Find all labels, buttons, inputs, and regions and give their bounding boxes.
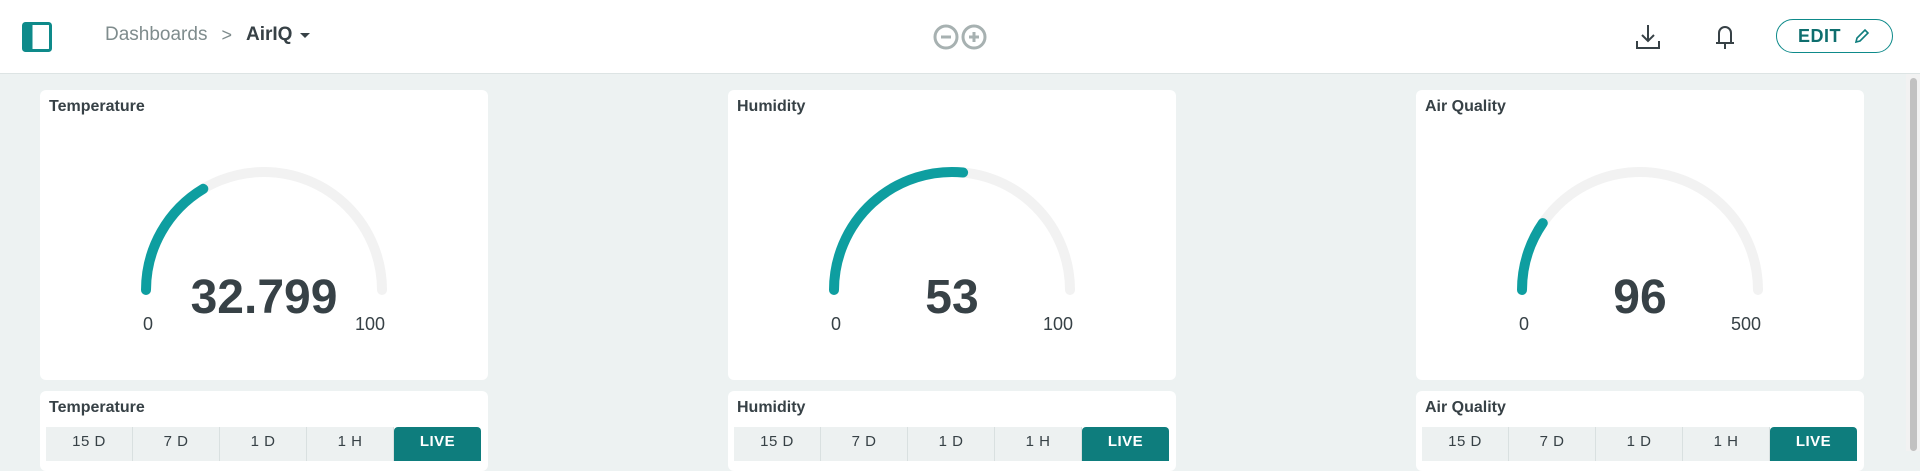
chart-card-air-quality: Air Quality 15 D 7 D 1 D 1 H LIVE — [1416, 391, 1864, 471]
tab-1d[interactable]: 1 D — [220, 427, 307, 461]
tab-1d[interactable]: 1 D — [908, 427, 995, 461]
gauge-value: 32.799 — [190, 271, 338, 324]
breadcrumb-separator: > — [221, 24, 232, 45]
edit-button-label: EDIT — [1797, 25, 1841, 46]
edit-button[interactable]: EDIT — [1776, 19, 1893, 53]
tab-1h[interactable]: 1 H — [307, 427, 394, 461]
gauge-card-temperature: Temperature 32.799 0 100 — [40, 90, 488, 380]
tab-15d[interactable]: 15 D — [734, 427, 821, 461]
gauge-min-label: 0 — [1519, 314, 1530, 334]
chart-card-humidity: Humidity 15 D 7 D 1 D 1 H LIVE — [728, 391, 1176, 471]
sidebar-toggle-icon[interactable] — [22, 22, 52, 52]
gauge-max-label: 100 — [355, 314, 386, 334]
breadcrumb-dashboards-link[interactable]: Dashboards — [105, 24, 208, 45]
tab-live[interactable]: LIVE — [1770, 427, 1857, 461]
pencil-icon — [1854, 28, 1870, 44]
gauge-title: Humidity — [737, 98, 806, 115]
tab-1h[interactable]: 1 H — [995, 427, 1082, 461]
gauge-min-label: 0 — [143, 314, 154, 334]
download-icon[interactable] — [1633, 22, 1663, 52]
chart-title: Temperature — [49, 399, 145, 416]
time-range-tabs: 15 D 7 D 1 D 1 H LIVE — [1422, 427, 1857, 461]
tab-15d[interactable]: 15 D — [1422, 427, 1509, 461]
gauge-card-humidity: Humidity 53 0 100 — [728, 90, 1176, 380]
time-range-tabs: 15 D 7 D 1 D 1 H LIVE — [734, 427, 1169, 461]
gauge-fill — [1517, 218, 1548, 295]
tab-7d[interactable]: 7 D — [1509, 427, 1596, 461]
tab-7d[interactable]: 7 D — [821, 427, 908, 461]
tab-1h[interactable]: 1 H — [1683, 427, 1770, 461]
breadcrumb: Dashboards > AirIQ — [105, 24, 311, 46]
chart-card-temperature: Temperature 15 D 7 D 1 D 1 H LIVE — [40, 391, 488, 471]
gauge-min-label: 0 — [831, 314, 842, 334]
time-range-tabs: 15 D 7 D 1 D 1 H LIVE — [46, 427, 481, 461]
scrollbar-thumb[interactable] — [1910, 78, 1917, 451]
gauge-value: 96 — [1613, 271, 1667, 324]
tab-live[interactable]: LIVE — [394, 427, 481, 461]
gauge-max-label: 500 — [1731, 314, 1762, 334]
dashboard-selector[interactable]: AirIQ — [245, 24, 311, 46]
gauge-title: Temperature — [49, 98, 145, 115]
notification-bell-icon[interactable] — [1710, 22, 1740, 52]
gauge-value: 53 — [925, 271, 979, 324]
top-bar: Dashboards > AirIQ EDIT — [0, 0, 1920, 74]
chart-title: Air Quality — [1425, 399, 1506, 416]
dashboard-name: AirIQ — [245, 24, 293, 45]
gauge-arc — [829, 166, 1075, 295]
chevron-down-icon — [300, 32, 311, 38]
gauge-fill — [141, 183, 209, 295]
tab-live[interactable]: LIVE — [1082, 427, 1169, 461]
gauge-fill — [829, 166, 969, 295]
gauge-arc — [141, 167, 387, 295]
tab-15d[interactable]: 15 D — [46, 427, 133, 461]
gauge-title: Air Quality — [1425, 98, 1506, 115]
gauge-card-air-quality: Air Quality 96 0 500 — [1416, 90, 1864, 380]
tab-7d[interactable]: 7 D — [133, 427, 220, 461]
tab-1d[interactable]: 1 D — [1596, 427, 1683, 461]
chart-title: Humidity — [737, 399, 806, 416]
gauge-arc — [1517, 167, 1763, 295]
gauge-max-label: 100 — [1043, 314, 1074, 334]
arduino-logo-icon — [932, 23, 988, 51]
